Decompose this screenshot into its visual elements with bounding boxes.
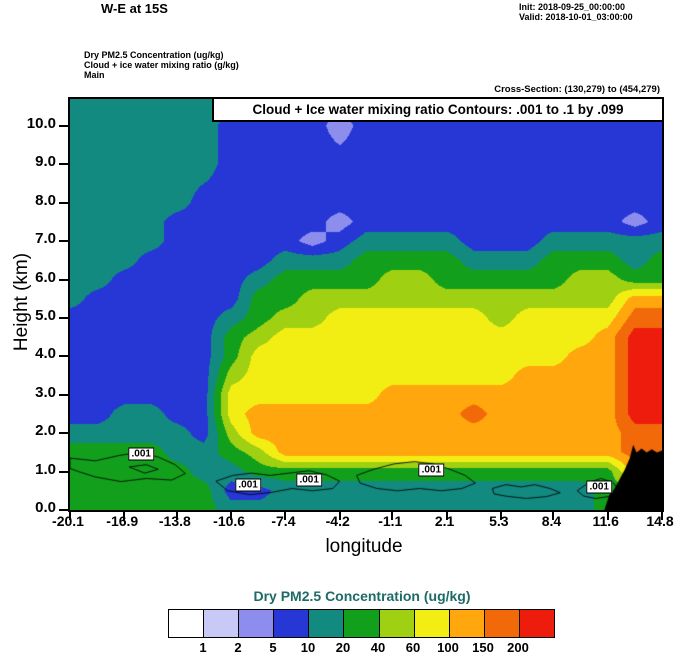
field-cloudice-label: Cloud + ice water mixing ratio (g/kg) — [84, 60, 239, 70]
x-tick-label: -4.2 — [325, 513, 350, 529]
colorbar-boundary-label: 1 — [199, 640, 207, 655]
colorbar-cell — [379, 610, 415, 637]
plot-area: Cloud + Ice water mixing ratio Contours:… — [59, 97, 664, 520]
colorbar-title: Dry PM2.5 Concentration (ug/kg) — [253, 588, 471, 604]
y-tick-mark — [59, 432, 68, 435]
colorbar-boundary-label: 200 — [507, 640, 529, 655]
x-tick-label: -16.9 — [106, 513, 139, 529]
y-tick-label: 10.0 — [26, 114, 56, 132]
x-tick-label: -7.4 — [271, 513, 296, 529]
y-tick-label: 0.0 — [35, 499, 56, 516]
colorbar-boundary-label: 60 — [405, 640, 421, 655]
page-title: W-E at 15S — [101, 1, 168, 16]
colorbar-cell — [484, 610, 520, 637]
colorbar-cell — [344, 610, 380, 637]
colorbar-cell — [519, 610, 555, 637]
x-axis-label: longitude — [325, 536, 403, 557]
colorbar-boundary-label: 100 — [437, 640, 459, 655]
x-tick-mark — [69, 512, 71, 520]
x-tick-mark — [499, 512, 502, 520]
colorbar-cell — [414, 610, 450, 637]
x-tick-mark — [123, 512, 126, 520]
contour-label: .001 — [128, 447, 154, 461]
field-pm25-label: Dry PM2.5 Concentration (ug/kg) — [84, 50, 224, 60]
contour-label: .001 — [296, 473, 322, 487]
colorbar-labels: 1 2 5 10 20 40 60 100 150 200 — [168, 640, 553, 656]
x-tick-mark — [552, 512, 555, 520]
x-tick-label: 8.4 — [541, 513, 562, 529]
x-tick-label: 14.8 — [646, 513, 674, 529]
x-tick-label: 11.6 — [592, 513, 619, 529]
y-tick-label: 3.0 — [35, 383, 56, 401]
y-tick-mark — [59, 470, 68, 473]
y-axis: 0.0 1.0 2.0 3.0 4.0 5.0 6.0 7.0 8.0 9.0 10.0 — [0, 97, 62, 516]
colorbar-boundary-label: 150 — [472, 640, 494, 655]
x-tick-label: -10.6 — [213, 513, 246, 529]
x-tick-mark — [606, 512, 609, 520]
y-tick-label: 5.0 — [35, 306, 56, 324]
field-list: Dry PM2.5 Concentration (ug/kg) Cloud + … — [84, 50, 239, 80]
x-tick-mark — [230, 512, 233, 520]
y-tick-mark — [59, 201, 68, 204]
colorbar-cell — [309, 610, 345, 637]
x-tick-mark — [338, 512, 341, 520]
y-tick-label: 7.0 — [35, 230, 56, 248]
x-tick-label: -20.1 — [52, 513, 84, 529]
run-times: Init: 2018-09-25_00:00:00 Valid: 2018-10… — [519, 2, 633, 22]
x-tick-label: 5.3 — [489, 513, 509, 529]
contour-label: .001 — [586, 480, 612, 494]
x-tick-label: -13.8 — [158, 513, 191, 529]
colorbar-cell — [204, 610, 240, 637]
pm25-cross-section-canvas — [70, 99, 662, 510]
y-tick-mark — [59, 124, 68, 127]
x-tick-mark — [175, 512, 178, 520]
y-tick-mark — [59, 316, 68, 319]
contour-legend: Cloud + Ice water mixing ratio Contours:… — [212, 99, 662, 122]
valid-time: Valid: 2018-10-01_03:00:00 — [519, 12, 633, 22]
init-time: Init: 2018-09-25_00:00:00 — [519, 2, 626, 12]
contour-label: .001 — [418, 463, 445, 477]
y-tick-label: 1.0 — [35, 460, 56, 478]
colorbar-boundary-label: 20 — [335, 640, 351, 655]
y-tick-mark — [59, 393, 68, 396]
y-tick-mark — [59, 278, 68, 281]
y-tick-label: 4.0 — [35, 345, 56, 363]
x-tick-mark — [284, 512, 287, 520]
x-tick-mark — [445, 512, 448, 520]
y-tick-label: 6.0 — [35, 268, 56, 286]
x-axis: -20.1 -16.9 -13.8 -10.6 -7.4 -4.2 -1.1 2.1 5.3 8.… — [52, 513, 674, 531]
y-tick-label: 9.0 — [35, 153, 56, 171]
cross-section-info: Cross-Section: (130,279) to (454,279) — [494, 84, 660, 95]
y-tick-mark — [59, 509, 68, 511]
x-tick-mark — [391, 512, 394, 520]
colorbar-cell — [169, 610, 205, 637]
y-tick-label: 8.0 — [35, 191, 56, 209]
y-tick-label: 2.0 — [35, 422, 56, 440]
x-tick-label: 2.1 — [434, 513, 455, 529]
colorbar-cell — [239, 610, 275, 637]
field-domain-label: Main — [84, 70, 105, 80]
y-tick-mark — [59, 163, 68, 166]
colorbar — [168, 609, 555, 638]
colorbar-boundary-label: 10 — [300, 640, 316, 655]
y-tick-mark — [59, 240, 68, 243]
colorbar-boundary-label: 40 — [370, 640, 386, 655]
colorbar-cell — [274, 610, 310, 637]
y-tick-mark — [59, 355, 68, 358]
x-tick-mark — [661, 512, 663, 520]
colorbar-boundary-label: 5 — [269, 640, 277, 655]
x-tick-label: -1.1 — [378, 513, 403, 529]
contour-label: .001 — [235, 478, 261, 492]
colorbar-boundary-label: 2 — [234, 640, 242, 655]
colorbar-cell — [449, 610, 485, 637]
